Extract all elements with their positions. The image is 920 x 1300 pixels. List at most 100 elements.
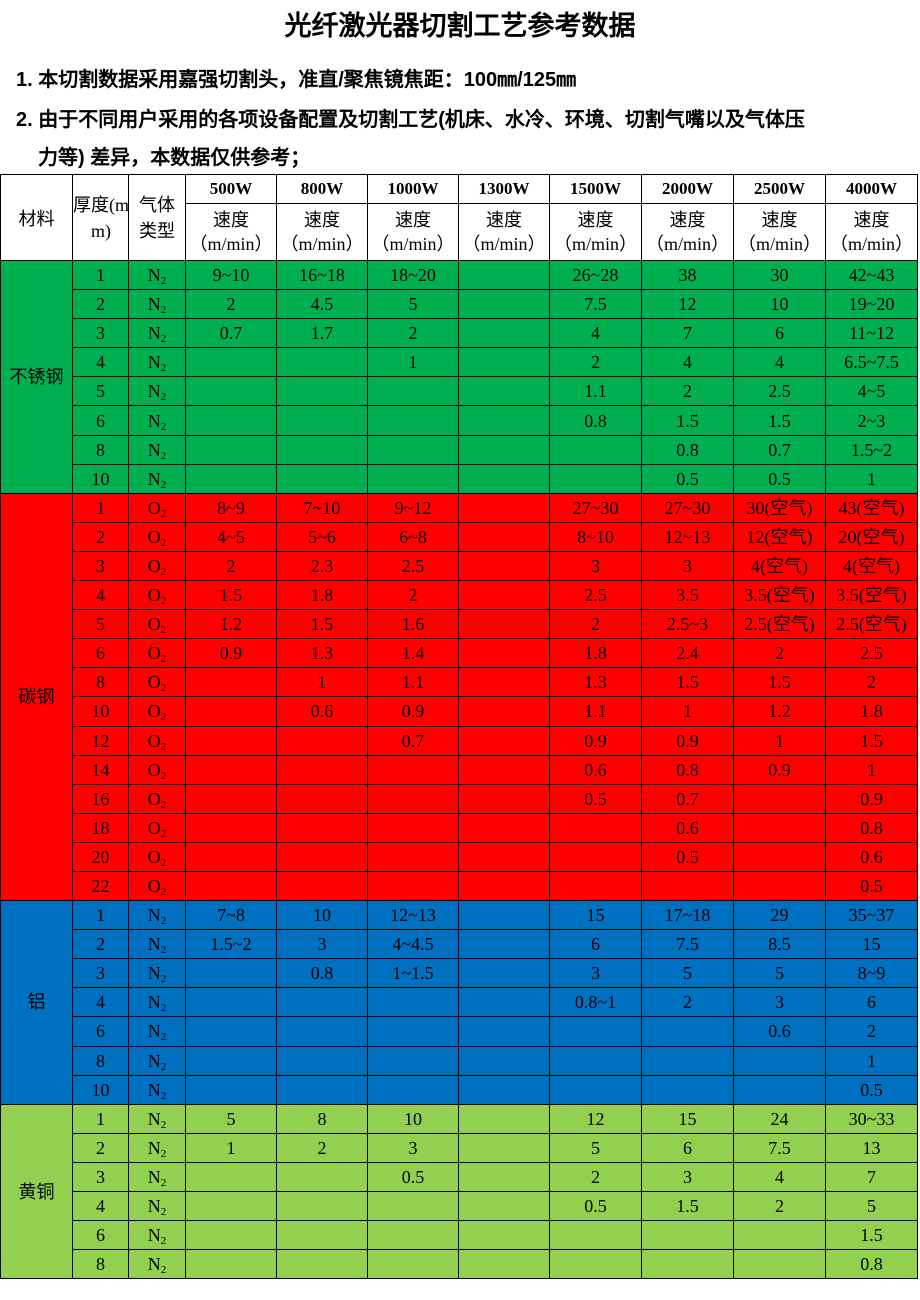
gas-symbol: N [147, 1079, 161, 1100]
speed-cell-800W [276, 1045, 368, 1076]
speed-cell-800W [276, 405, 368, 436]
thickness-cell: 2 [72, 521, 129, 552]
speed-cell-4000W: 1.5~2 [825, 434, 918, 465]
gas-subscript: 2 [160, 682, 167, 695]
speed-cell-2500W: 2 [733, 1190, 826, 1222]
thickness-cell: 2 [72, 929, 129, 960]
speed-cell-800W: 5~6 [276, 521, 368, 552]
speed-cell-2000W: 0.6 [641, 812, 734, 843]
header-power-1000W: 1000W [367, 174, 459, 204]
speed-unit: （m/min） [737, 234, 821, 254]
gas-symbol: N [147, 1166, 161, 1187]
gas-subscript: 2 [160, 333, 167, 346]
speed-cell-2500W [733, 1045, 826, 1076]
speed-cell-2500W: 1.2 [733, 696, 826, 727]
gas-cell: O2 [128, 783, 186, 814]
table-row: 3 O2 2 2.3 2.5 3 3 4(空气) 4(空气) [0, 550, 918, 582]
gas-symbol: O [147, 759, 161, 780]
speed-cell-500W [185, 347, 277, 378]
thickness-cell: 6 [72, 1016, 129, 1047]
thickness-cell: 14 [72, 754, 129, 785]
gas-cell: N2 [128, 405, 186, 436]
speed-cell-2000W: 27~30 [641, 492, 734, 523]
speed-cell-800W: 1.5 [276, 609, 368, 640]
speed-cell-2500W [733, 1074, 826, 1105]
speed-cell-1500W [549, 812, 642, 843]
speed-cell-1300W [458, 492, 550, 523]
gas-cell: O2 [128, 725, 186, 756]
table-row: 不锈钢 1 N2 9~10 16~18 18~20 26~28 38 30 42~43 [0, 259, 918, 494]
gas-symbol: O [147, 585, 161, 606]
speed-cell-2500W [733, 812, 826, 843]
thickness-cell: 22 [72, 870, 129, 902]
speed-cell-800W: 16~18 [276, 259, 368, 291]
material-cell: 铝 [0, 900, 73, 1105]
gas-cell: N2 [128, 1016, 186, 1047]
table-row: 2 N2 1 2 3 5 6 7.5 13 [0, 1132, 918, 1163]
gas-symbol: N [147, 468, 161, 489]
speed-cell-500W: 0.9 [185, 638, 277, 669]
speed-cell-4000W: 0.9 [825, 783, 918, 814]
speed-cell-500W [185, 754, 277, 785]
speed-cell-1500W: 2 [549, 347, 642, 378]
speed-cell-2000W: 0.9 [641, 725, 734, 756]
speed-cell-2500W: 1 [733, 725, 826, 756]
speed-cell-1500W: 4 [549, 318, 642, 349]
speed-cell-1500W: 12 [549, 1103, 642, 1134]
speed-cell-1300W [458, 1074, 550, 1105]
speed-label: 速度 [213, 210, 249, 230]
speed-cell-4000W: 6 [825, 987, 918, 1018]
speed-cell-2500W: 0.7 [733, 434, 826, 465]
speed-cell-1000W: 10 [367, 1103, 459, 1134]
gas-cell: N2 [128, 463, 186, 494]
gas-symbol: N [147, 1254, 161, 1275]
speed-cell-2000W: 1.5 [641, 1190, 734, 1222]
speed-cell-2000W: 2.5~3 [641, 609, 734, 640]
table-row: 2 N2 2 4.5 5 7.5 12 10 19~20 [0, 289, 918, 320]
speed-cell-1300W [458, 1016, 550, 1047]
gas-subscript: 2 [160, 1118, 167, 1131]
header-power-4000W: 4000W [825, 174, 918, 204]
speed-cell-2500W: 1.5 [733, 667, 826, 698]
speed-cell-1300W [458, 1249, 550, 1280]
speed-cell-1500W: 0.8~1 [549, 987, 642, 1018]
speed-cell-500W: 1.5 [185, 580, 277, 611]
speed-cell-800W [276, 1190, 368, 1222]
speed-cell-2000W: 3.5 [641, 580, 734, 611]
speed-cell-1500W: 26~28 [549, 259, 642, 291]
thickness-cell: 18 [72, 812, 129, 843]
table-row: 4 N2 0.5 1.5 2 5 [0, 1190, 918, 1222]
speed-cell-1500W [549, 870, 642, 902]
speed-cell-500W [185, 783, 277, 814]
thickness-cell: 8 [72, 1045, 129, 1076]
speed-cell-500W [185, 987, 277, 1018]
speed-cell-1500W [549, 841, 642, 872]
speed-cell-500W: 5 [185, 1103, 277, 1134]
speed-cell-1000W [367, 463, 459, 494]
table-row: 碳钢 1 O2 8~9 7~10 9~12 27~30 27~30 30(空气) 43(空气) [0, 492, 918, 902]
speed-cell-2000W: 2.4 [641, 638, 734, 669]
speed-cell-800W: 1.8 [276, 580, 368, 611]
gas-cell: O2 [128, 638, 186, 669]
speed-cell-800W: 8 [276, 1103, 368, 1134]
speed-cell-2500W: 8.5 [733, 929, 826, 960]
speed-cell-4000W: 8~9 [825, 958, 918, 989]
speed-cell-2000W: 1.5 [641, 667, 734, 698]
speed-cell-2000W: 0.5 [641, 841, 734, 872]
speed-cell-800W [276, 463, 368, 494]
speed-cell-1000W [367, 405, 459, 436]
speed-cell-2000W: 0.8 [641, 754, 734, 785]
speed-cell-1000W: 0.5 [367, 1161, 459, 1193]
speed-cell-1300W [458, 696, 550, 727]
gas-symbol: N [147, 265, 161, 286]
gas-subscript: 2 [160, 1206, 167, 1219]
speed-cell-1000W [367, 754, 459, 785]
speed-cell-2000W: 4 [641, 347, 734, 378]
gas-cell: O2 [128, 870, 186, 902]
speed-label: 速度 [486, 210, 522, 230]
gas-symbol: N [147, 410, 161, 431]
header-speed-2000W: 速度 （m/min） [641, 203, 734, 261]
speed-cell-1000W: 2 [367, 318, 459, 349]
header-power-2500W: 2500W [733, 174, 826, 204]
table-row: 4 N2 1 2 4 4 6.5~7.5 [0, 347, 918, 378]
